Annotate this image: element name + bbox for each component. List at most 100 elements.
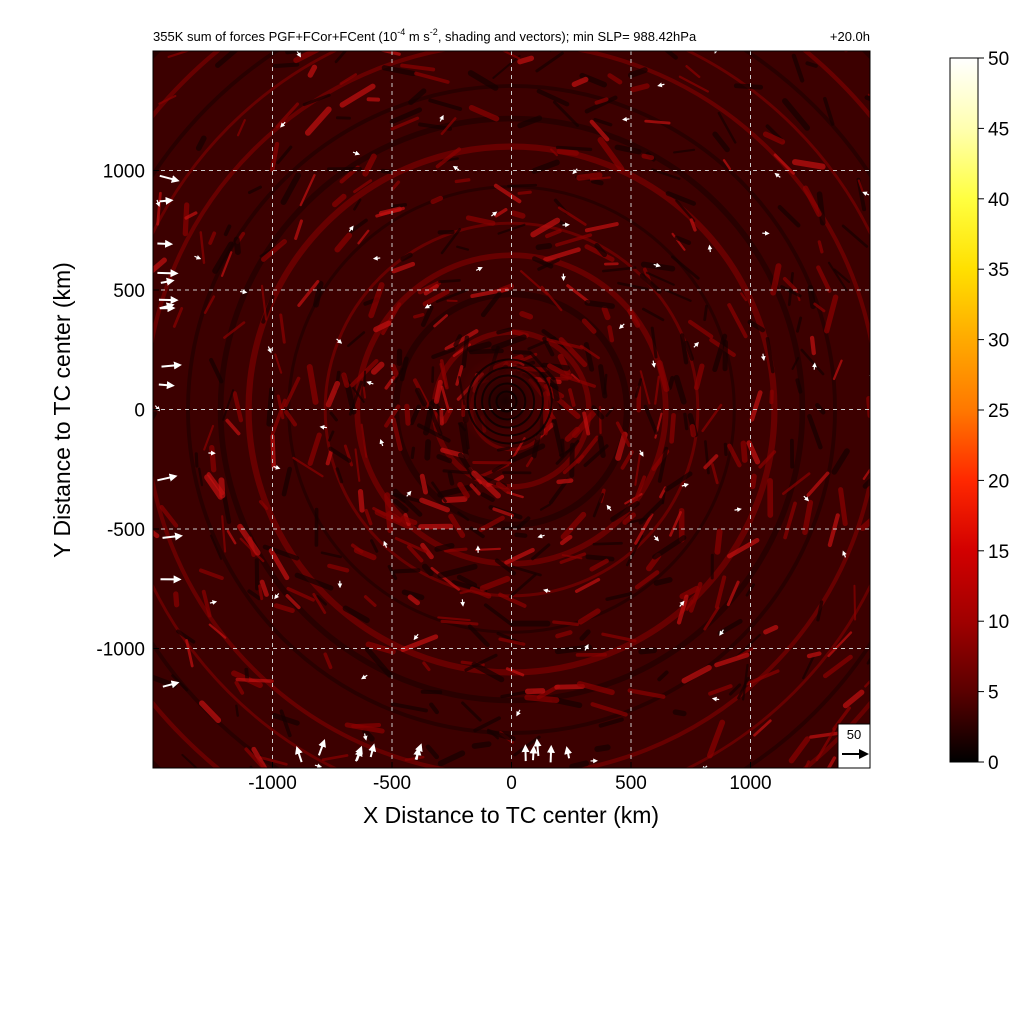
field-streak — [893, 156, 903, 171]
field-streak — [815, 402, 826, 415]
field-streak — [901, 505, 918, 529]
field-streak — [672, 709, 687, 717]
field-streak — [576, 899, 605, 920]
force-vector — [653, 262, 661, 268]
field-streak — [329, 411, 338, 422]
field-streak — [443, 547, 468, 553]
field-streak — [471, 741, 492, 749]
field-streak — [293, 51, 321, 64]
colorbar-tick-label: 10 — [988, 612, 1009, 633]
force-vector — [842, 550, 847, 558]
field-streak — [353, 179, 373, 194]
field-streak — [143, 329, 146, 351]
field-streak — [867, 93, 870, 97]
field-streak — [328, 446, 352, 463]
field-streak — [212, 241, 235, 274]
field-streak — [669, 412, 676, 444]
field-streak — [574, 577, 601, 593]
field-streak — [201, 589, 212, 618]
field-streak — [524, 694, 560, 703]
field-streak — [749, 390, 763, 422]
vortex-ring — [481, 374, 536, 429]
field-streak — [638, 647, 657, 655]
field-streak — [404, 403, 411, 426]
field-streak — [286, 586, 315, 602]
vortex-ring — [466, 358, 553, 445]
field-streak — [381, 302, 402, 336]
field-streak — [236, 119, 246, 137]
field-streak — [809, 731, 842, 739]
field-streak — [362, 386, 367, 399]
field-streak — [627, 308, 641, 328]
force-vector — [319, 424, 327, 430]
field-streak — [364, 508, 373, 526]
field-ring — [245, 143, 778, 676]
field-streak — [222, 389, 235, 421]
field-streak — [982, 431, 995, 462]
field-streak — [831, 448, 850, 475]
field-streak — [285, 594, 301, 610]
field-streak — [802, 185, 822, 217]
field-streak — [929, 406, 939, 424]
field-streak — [472, 920, 488, 926]
field-streak — [643, 404, 659, 435]
field-streak — [62, 208, 69, 214]
field-streak — [360, 423, 368, 458]
force-vector — [84, 411, 87, 415]
field-streak — [78, 365, 82, 382]
field-streak — [353, 547, 377, 561]
field-streak — [438, 279, 461, 284]
field-streak — [427, 406, 443, 436]
field-streak — [138, 108, 144, 121]
field-streak — [258, 584, 264, 601]
field-streak — [555, 630, 573, 639]
field-streak — [28, 634, 34, 643]
field-streak — [902, 761, 919, 784]
field-streak — [284, 376, 301, 408]
field-streak — [627, 67, 648, 79]
field-streak — [1017, 412, 1024, 443]
force-vector — [475, 267, 483, 272]
field-streak — [198, 568, 224, 580]
field-streak — [393, 498, 409, 513]
field-streak — [862, 467, 870, 480]
force-vector — [546, 744, 555, 763]
field-streak — [547, 363, 573, 380]
field-streak — [853, 584, 857, 621]
field-streak — [572, 872, 587, 878]
field-streak — [577, 608, 601, 625]
field-streak — [806, 471, 830, 497]
field-streak — [689, 218, 697, 232]
field-streak — [199, 700, 222, 724]
field-streak — [32, 245, 43, 271]
field-streak — [804, 760, 810, 768]
field-streak — [809, 335, 816, 356]
field-streak — [437, 750, 466, 767]
field-streak — [24, 175, 30, 209]
field-streak — [306, 364, 319, 405]
field-streak — [773, 153, 795, 175]
field-streak — [393, 568, 421, 574]
field-streak — [664, 471, 693, 492]
field-streak — [501, 859, 527, 868]
field-streak — [375, 206, 405, 218]
field-streak — [404, 755, 425, 761]
field-streak — [419, 497, 450, 513]
field-streak — [551, 418, 565, 458]
field-streak — [466, 778, 494, 798]
field-streak — [223, 321, 246, 339]
colorbar-tick-label: 5 — [988, 683, 999, 704]
field-streak — [344, 722, 385, 734]
field-streak — [631, 869, 641, 877]
field-streak — [772, 837, 800, 840]
force-vector — [564, 746, 573, 759]
field-streak — [783, 501, 797, 540]
field-streak — [928, 53, 937, 57]
field-streak — [644, 119, 671, 125]
field-streak — [365, 646, 393, 678]
colorbar-gradient — [949, 57, 979, 763]
field-streak — [431, 481, 447, 503]
field-streak — [381, 65, 416, 77]
field-streak — [625, 26, 633, 27]
field-streak — [90, 361, 103, 390]
